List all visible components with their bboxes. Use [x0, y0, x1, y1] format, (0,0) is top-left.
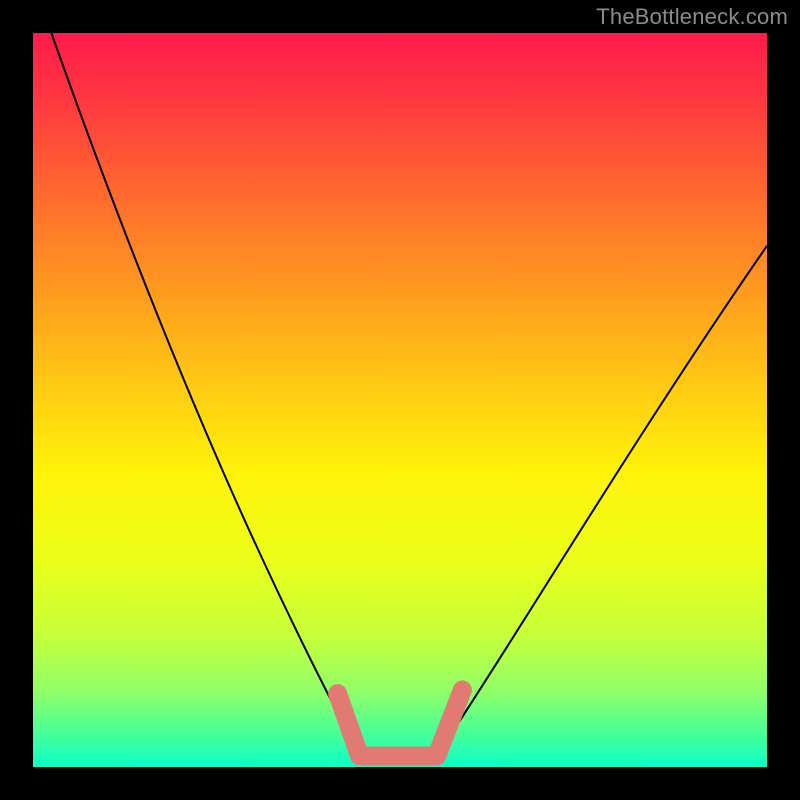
bottleneck-chart-svg	[0, 0, 800, 800]
plot-area	[33, 33, 767, 767]
chart-canvas: TheBottleneck.com	[0, 0, 800, 800]
